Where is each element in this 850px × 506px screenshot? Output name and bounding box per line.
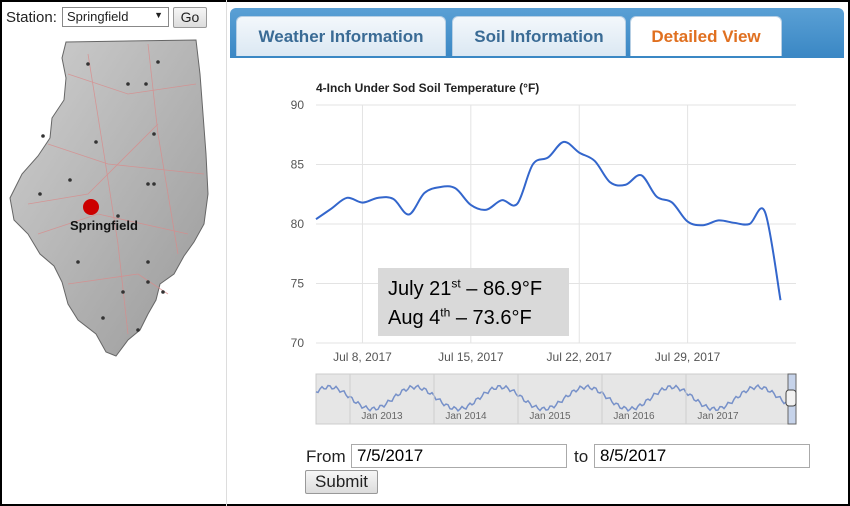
navigator-label: Jan 2015 <box>529 411 571 422</box>
go-button[interactable]: Go <box>173 7 207 28</box>
from-label: From <box>306 447 346 466</box>
y-tick-label: 90 <box>291 98 305 112</box>
state-outline <box>9 39 209 357</box>
tab-soil-information[interactable]: Soil Information <box>452 16 626 56</box>
panel-divider <box>226 0 227 506</box>
navigator-label: Jan 2013 <box>361 411 403 422</box>
navigator-label: Jan 2014 <box>445 411 487 422</box>
series-line <box>315 140 782 301</box>
station-dots <box>38 60 165 332</box>
navigator-background[interactable] <box>315 373 797 425</box>
x-tick-label: Jul 29, 2017 <box>655 350 721 364</box>
springfield-marker[interactable] <box>83 199 99 215</box>
soil-temperature-chart: 4-Inch Under Sod Soil Temperature (°F) 70… <box>291 81 797 425</box>
callout-line-2: Aug 4th – 73.6°F <box>388 305 532 329</box>
x-tick-label: Jul 8, 2017 <box>333 350 392 364</box>
annotation-callout: July 21st – 86.9°F Aug 4th – 73.6°F <box>378 268 569 336</box>
springfield-label: Springfield <box>70 218 138 233</box>
x-tick-label: Jul 15, 2017 <box>438 350 504 364</box>
station-selected-value: Springfield <box>67 9 129 24</box>
navigator-label: Jan 2017 <box>697 411 739 422</box>
chart-title: 4-Inch Under Sod Soil Temperature (°F) <box>316 81 539 95</box>
to-date-input[interactable] <box>594 444 810 468</box>
tab-weather-information[interactable]: Weather Information <box>236 16 446 56</box>
callout-line-1: July 21st – 86.9°F <box>388 276 543 300</box>
tab-detailed-view[interactable]: Detailed View <box>630 16 782 56</box>
x-tick-label: Jul 22, 2017 <box>547 350 613 364</box>
dropdown-arrow-icon: ▼ <box>154 10 163 20</box>
y-tick-label: 80 <box>291 217 305 231</box>
station-label: Station: <box>6 9 57 26</box>
illinois-map[interactable]: Springfield <box>8 34 220 364</box>
y-tick-label: 75 <box>291 277 305 291</box>
to-label: to <box>574 447 589 466</box>
tab-bar: Weather Information Soil Information Det… <box>230 8 844 58</box>
navigator-label: Jan 2016 <box>613 411 655 422</box>
station-select[interactable]: Springfield ▼ <box>62 7 169 27</box>
navigator-handle[interactable] <box>785 389 797 407</box>
road-lines <box>27 43 205 335</box>
y-tick-label: 85 <box>291 158 305 172</box>
navigator-series <box>315 384 797 413</box>
from-date-input[interactable] <box>351 444 567 468</box>
y-tick-label: 70 <box>291 336 305 350</box>
submit-button[interactable]: Submit <box>305 470 378 494</box>
